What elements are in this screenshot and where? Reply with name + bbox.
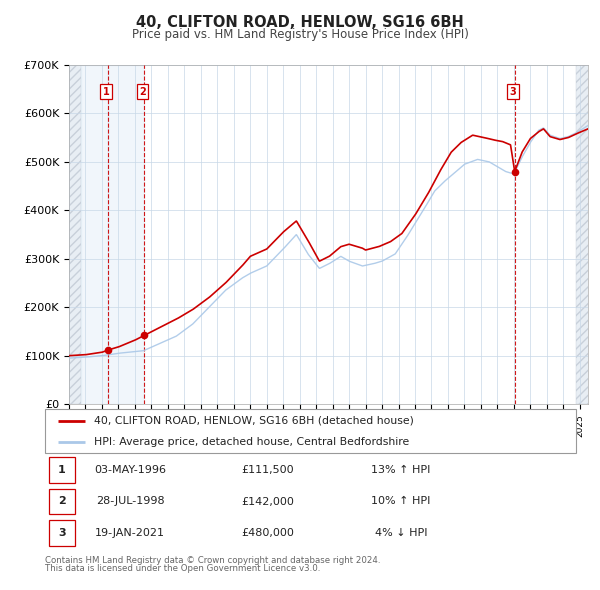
Text: 19-JAN-2021: 19-JAN-2021	[95, 529, 165, 538]
Text: This data is licensed under the Open Government Licence v3.0.: This data is licensed under the Open Gov…	[45, 565, 320, 573]
Text: 40, CLIFTON ROAD, HENLOW, SG16 6BH (detached house): 40, CLIFTON ROAD, HENLOW, SG16 6BH (deta…	[94, 416, 414, 426]
Text: HPI: Average price, detached house, Central Bedfordshire: HPI: Average price, detached house, Cent…	[94, 437, 409, 447]
FancyBboxPatch shape	[49, 520, 75, 546]
Text: 10% ↑ HPI: 10% ↑ HPI	[371, 497, 430, 506]
Text: 3: 3	[58, 529, 66, 538]
Bar	[80, 65, 108, 404]
Text: 2: 2	[139, 87, 146, 97]
Text: 2: 2	[58, 497, 66, 506]
Text: 03-MAY-1996: 03-MAY-1996	[94, 465, 166, 474]
Text: 3: 3	[509, 87, 517, 97]
Bar	[577, 65, 593, 404]
Text: Price paid vs. HM Land Registry's House Price Index (HPI): Price paid vs. HM Land Registry's House …	[131, 28, 469, 41]
Text: 1: 1	[103, 87, 109, 97]
Bar	[69, 65, 80, 404]
Text: 4% ↓ HPI: 4% ↓ HPI	[374, 529, 427, 538]
Text: £480,000: £480,000	[242, 529, 295, 538]
FancyBboxPatch shape	[45, 409, 576, 453]
Text: 1: 1	[58, 465, 66, 474]
Text: £111,500: £111,500	[242, 465, 295, 474]
Text: Contains HM Land Registry data © Crown copyright and database right 2024.: Contains HM Land Registry data © Crown c…	[45, 556, 380, 565]
FancyBboxPatch shape	[49, 489, 75, 514]
FancyBboxPatch shape	[49, 457, 75, 483]
Text: 13% ↑ HPI: 13% ↑ HPI	[371, 465, 430, 474]
Bar	[108, 65, 144, 404]
Text: £142,000: £142,000	[242, 497, 295, 506]
Text: 28-JUL-1998: 28-JUL-1998	[95, 497, 164, 506]
Text: 40, CLIFTON ROAD, HENLOW, SG16 6BH: 40, CLIFTON ROAD, HENLOW, SG16 6BH	[136, 15, 464, 30]
